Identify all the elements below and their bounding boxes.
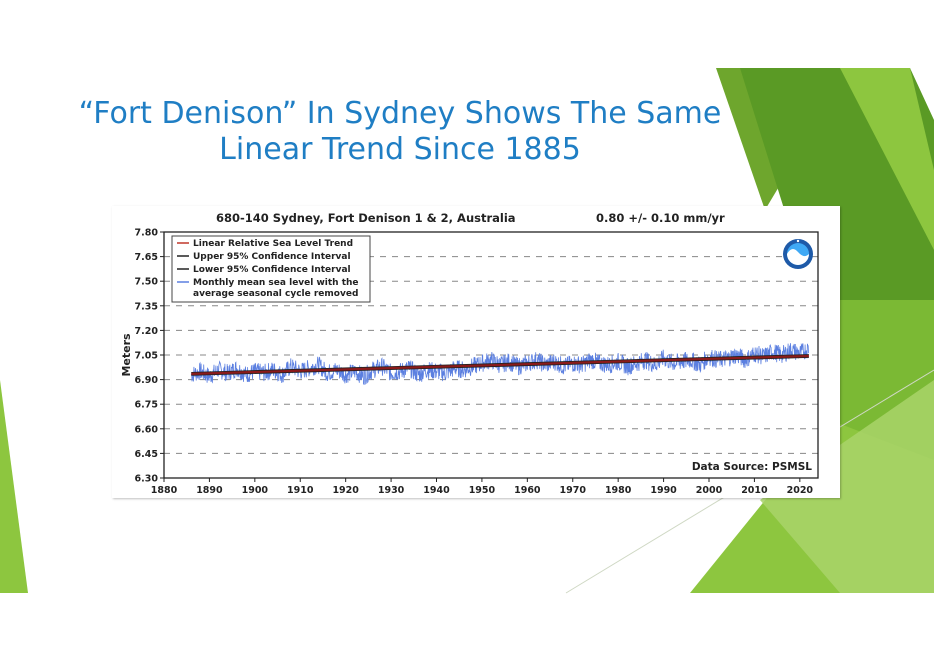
x-tick-label: 2010 [741, 485, 768, 496]
y-tick-label: 7.80 [135, 228, 159, 239]
green-accent-shape [0, 380, 28, 593]
y-tick-label: 7.20 [135, 326, 159, 337]
green-accent-shape [760, 380, 934, 593]
x-tick-label: 1970 [560, 485, 587, 496]
x-tick-label: 1940 [423, 485, 450, 496]
slide-title-line: Linear Trend Since 1885 [219, 132, 581, 167]
x-tick-label: 1900 [242, 485, 269, 496]
y-axis-label: Meters [120, 333, 133, 377]
x-tick-label: 1930 [378, 485, 405, 496]
data-source-annotation: Data Source: PSMSL [692, 461, 812, 473]
x-tick-label: 2020 [787, 485, 814, 496]
x-tick-label: 1920 [332, 485, 359, 496]
y-tick-label: 6.30 [135, 474, 159, 485]
x-tick-label: 1880 [151, 485, 178, 496]
legend-label: average seasonal cycle removed [193, 289, 358, 299]
x-tick-label: 1980 [605, 485, 632, 496]
x-tick-label: 1990 [650, 485, 677, 496]
y-tick-label: 6.60 [135, 424, 159, 435]
series-upper-ci-line [191, 354, 809, 374]
x-tick-label: 1890 [196, 485, 223, 496]
series-trend-line [191, 354, 809, 375]
chart-subtitle: 0.80 +/- 0.10 mm/yr [596, 211, 725, 225]
noaa-logo-part [796, 239, 800, 243]
chart-panel: 680-140 Sydney, Fort Denison 1 & 2, Aust… [112, 206, 840, 498]
x-tick-label: 1910 [287, 485, 314, 496]
y-tick-label: 7.65 [135, 252, 158, 263]
y-tick-label: 7.05 [135, 351, 158, 362]
legend-label: Lower 95% Confidence Interval [193, 265, 351, 275]
series-lower-ci-line [191, 356, 809, 376]
legend-label: Linear Relative Sea Level Trend [193, 239, 353, 249]
legend-label: Upper 95% Confidence Interval [193, 252, 351, 262]
sea-level-chart: 680-140 Sydney, Fort Denison 1 & 2, Aust… [120, 211, 819, 496]
chart-title: 680-140 Sydney, Fort Denison 1 & 2, Aust… [216, 211, 516, 225]
slide-title-line: “Fort Denison” In Sydney Shows The Same [78, 96, 722, 131]
x-tick-label: 1960 [514, 485, 541, 496]
slide-title: “Fort Denison” In Sydney Shows The Same … [60, 96, 740, 168]
y-tick-label: 7.35 [135, 301, 158, 312]
noaa-logo-part [787, 248, 809, 265]
y-tick-label: 6.75 [135, 400, 158, 411]
x-tick-label: 1950 [469, 485, 496, 496]
green-accent-shape [840, 68, 934, 250]
y-tick-label: 6.90 [135, 375, 159, 386]
noaa-logo [783, 239, 813, 269]
x-tick-label: 2000 [696, 485, 723, 496]
legend-label: Monthly mean sea level with the [193, 278, 359, 288]
y-tick-label: 7.50 [135, 277, 159, 288]
y-tick-label: 6.45 [135, 449, 158, 460]
legend-box [171, 235, 371, 303]
